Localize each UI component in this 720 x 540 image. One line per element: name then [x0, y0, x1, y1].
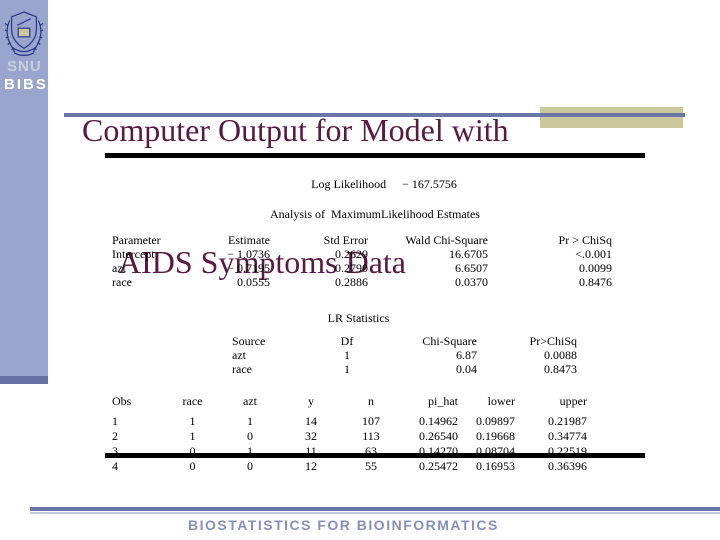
table-cell: 107: [362, 414, 380, 428]
table-cell: 11: [305, 444, 317, 458]
table-cell: azt: [232, 348, 246, 362]
column-header: pi_hat: [428, 394, 458, 408]
column-header: Std Error: [323, 233, 368, 247]
table-cell: azt: [112, 261, 126, 275]
table-cell: 0.8473: [544, 362, 577, 376]
sidebar-bottom-strip: [0, 376, 48, 384]
table-cell: 1: [247, 444, 253, 458]
slide-title-line1: Computer Output for Model with: [82, 112, 509, 148]
table-cell: Intercept: [112, 247, 155, 261]
table-cell: 14: [305, 414, 317, 428]
slide-title: Computer Output for Model with AIDS Symp…: [82, 20, 509, 372]
column-header: n: [368, 394, 374, 408]
column-header: azt: [243, 394, 257, 408]
table-cell: − 1.0736: [227, 247, 270, 261]
stats-output: Log Likelihood − 167.5756 Analysis of Max…: [105, 153, 645, 474]
column-header: lower: [487, 394, 515, 408]
table-cell: 0.0555: [237, 275, 270, 289]
table-cell: 1: [344, 362, 350, 376]
table-cell: 0.0088: [544, 348, 577, 362]
table-cell: 0: [247, 429, 253, 443]
table-cell: − 0.7195: [227, 261, 270, 275]
table-cell: 16.6705: [449, 247, 488, 261]
table-bottom-rule: [105, 453, 645, 458]
snu-crest-icon: [4, 11, 44, 57]
table-cell: 0.25472: [419, 459, 458, 473]
column-header: Wald Chi-Square: [405, 233, 488, 247]
table-cell: 4: [112, 459, 118, 473]
table-cell: 55: [365, 459, 377, 473]
table-cell: 0: [189, 444, 196, 458]
title-divider-rule: [64, 113, 685, 117]
table-cell: race: [232, 362, 252, 376]
table-cell: 32: [305, 429, 317, 443]
table-cell: 1: [344, 348, 350, 362]
table-cell: 0.16953: [476, 459, 515, 473]
footer-divider-rule-light: [30, 512, 720, 514]
table-cell: 0.14962: [419, 414, 458, 428]
column-header: Parameter: [112, 233, 161, 247]
table-cell: <.0.001: [575, 247, 612, 261]
observations-table: Obs race azt y n pi_hat lower upper 1 1 1 14 107 0.14…: [105, 394, 645, 474]
column-header: Estimate: [228, 233, 270, 247]
log-likelihood-label: Log Likelihood: [311, 177, 387, 191]
table-cell: 3: [112, 444, 118, 458]
table-cell: 0.2629: [335, 247, 368, 261]
footer-divider-rule: [30, 507, 720, 511]
table-cell: 12: [305, 459, 317, 473]
slide-title-line2: AIDS Symptoms Data: [118, 244, 406, 280]
table-cell: 6.87: [456, 348, 477, 362]
table-cell: 1: [112, 414, 118, 428]
lr-statistics-heading: LR Statistics: [327, 311, 390, 325]
table-cell: 0.09897: [476, 414, 515, 428]
table-cell: 0.0370: [455, 275, 488, 289]
analysis-heading: Analysis of MaximumLikelihood Estmates: [270, 207, 480, 221]
table-cell: 6.6507: [455, 261, 488, 275]
footer-course-title: BIOSTATISTICS FOR BIOINFORMATICS: [188, 517, 499, 533]
table-cell: 0: [247, 459, 253, 473]
column-header: Pr > ChiSq: [558, 233, 612, 247]
table-cell: race: [112, 275, 132, 289]
column-header: upper: [559, 394, 587, 408]
table-cell: 0.21987: [548, 414, 587, 428]
unit-abbrev: BIBS: [4, 76, 48, 93]
sidebar: SNU BIBS: [0, 0, 48, 384]
lr-statistics-table: Source Df Chi-Square Pr>ChiSq azt 1 6.87 0.0088…: [105, 334, 645, 376]
tan-accent-block: [540, 107, 683, 128]
column-header: race: [182, 394, 203, 408]
table-cell: 2: [112, 429, 118, 443]
table-cell: 0.36396: [548, 459, 587, 473]
table-cell: 0.0099: [579, 261, 612, 275]
column-header: Obs: [112, 394, 132, 408]
log-likelihood-value: − 167.5756: [402, 177, 457, 191]
table-cell: 0.19668: [476, 429, 515, 443]
column-header: Source: [232, 334, 266, 348]
table-cell: 0.2790: [335, 261, 368, 275]
table-cell: 0.8476: [579, 275, 612, 289]
column-header: y: [308, 394, 314, 408]
table-cell: 1: [189, 414, 196, 428]
column-header: Df: [340, 334, 354, 348]
table-cell: 0.04: [456, 362, 477, 376]
table-cell: 0: [189, 459, 196, 473]
table-cell: 0.26540: [419, 429, 458, 443]
org-abbrev: SNU: [7, 58, 42, 75]
column-header: Chi-Square: [422, 334, 477, 348]
table-cell: 0.34774: [548, 429, 587, 443]
table-cell: 1: [247, 414, 253, 428]
table-cell: 1: [189, 429, 196, 443]
mle-estimates-table: Parameter Estimate Std Error Wald Chi-Squar…: [105, 233, 645, 289]
table-cell: 113: [362, 429, 380, 443]
log-likelihood-line: Log Likelihood − 167.5756: [105, 163, 645, 205]
column-header: Pr>ChiSq: [529, 334, 577, 348]
table-cell: 0.2886: [335, 275, 368, 289]
